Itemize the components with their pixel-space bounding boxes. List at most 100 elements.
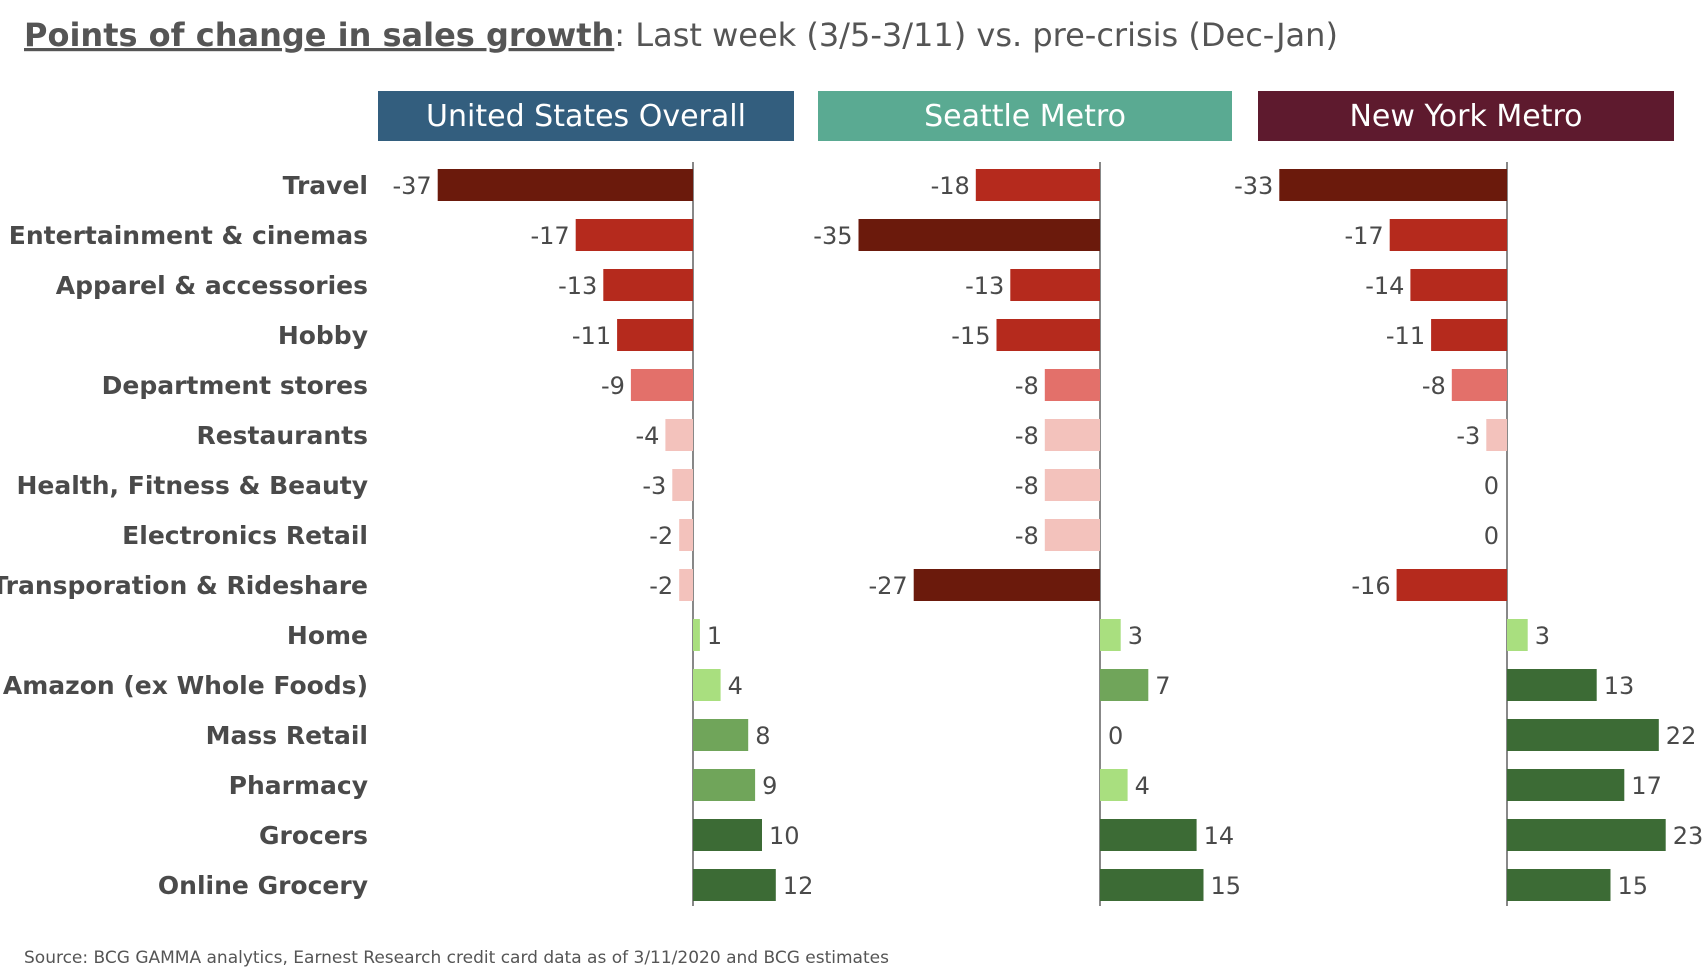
data-label: -3 [642, 472, 666, 500]
bar [693, 819, 762, 851]
bar [693, 719, 749, 751]
data-label: 13 [1604, 672, 1635, 700]
bar [1451, 369, 1507, 401]
bar [1389, 219, 1507, 251]
bar [1044, 369, 1100, 401]
data-label: 8 [755, 722, 770, 750]
bar [1507, 869, 1611, 901]
data-label: -8 [1015, 522, 1039, 550]
bar [996, 319, 1100, 351]
data-label: -13 [965, 272, 1004, 300]
bar [1100, 869, 1204, 901]
data-label: -8 [1015, 422, 1039, 450]
bar [693, 869, 776, 901]
data-label: -16 [1351, 572, 1390, 600]
data-label: 4 [728, 672, 743, 700]
category-label: Travel [283, 171, 368, 200]
bar [1044, 469, 1100, 501]
data-label: -33 [1234, 172, 1273, 200]
category-label: Amazon (ex Whole Foods) [3, 671, 368, 700]
data-label: 12 [783, 872, 814, 900]
bar [693, 769, 756, 801]
category-label: Electronics Retail [122, 521, 368, 550]
bar [1100, 669, 1149, 701]
category-label: Hobby [278, 321, 368, 350]
bar [693, 619, 700, 651]
category-label: Home [287, 621, 368, 650]
bar [1010, 269, 1100, 301]
bar [1100, 619, 1121, 651]
category-label: Department stores [102, 371, 368, 400]
bar [603, 269, 693, 301]
panel-header [818, 91, 1232, 141]
bar [1431, 319, 1507, 351]
bar [913, 569, 1100, 601]
data-label: -15 [951, 322, 990, 350]
data-label: 22 [1666, 722, 1697, 750]
bar [1100, 819, 1197, 851]
data-label: -14 [1365, 272, 1404, 300]
data-label: -8 [1015, 372, 1039, 400]
chart-title-main: Points of change in sales growth [24, 16, 614, 54]
panel-title: New York Metro [1349, 99, 1582, 134]
bar [437, 169, 693, 201]
data-label: -2 [649, 522, 673, 550]
data-label: -2 [649, 572, 673, 600]
bar [575, 219, 693, 251]
bar [1507, 819, 1666, 851]
chart-title-rest: : Last week (3/5-3/11) vs. pre-crisis (D… [614, 16, 1338, 54]
data-label: 23 [1673, 822, 1702, 850]
data-label: -4 [635, 422, 659, 450]
data-label: -3 [1456, 422, 1480, 450]
data-label: 7 [1155, 672, 1170, 700]
data-label: 15 [1618, 872, 1649, 900]
bar [1410, 269, 1507, 301]
category-label: Health, Fitness & Beauty [16, 471, 368, 500]
category-label: Mass Retail [206, 721, 368, 750]
bar [672, 469, 693, 501]
data-label: 15 [1211, 872, 1242, 900]
bar [858, 219, 1100, 251]
category-label: Transporation & Rideshare [0, 571, 368, 600]
bar [665, 419, 693, 451]
panel: United States Overall -37 -17 -13 -11 -9 -4 -3 -… [378, 91, 813, 906]
category-label: Apparel & accessories [56, 271, 368, 300]
data-label: -17 [530, 222, 569, 250]
category-label: Pharmacy [229, 771, 368, 800]
source-note: Source: BCG GAMMA analytics, Earnest Res… [24, 948, 889, 968]
data-label: 3 [1535, 622, 1550, 650]
data-label: -13 [558, 272, 597, 300]
bar [617, 319, 693, 351]
bar [1044, 419, 1100, 451]
data-label: 4 [1135, 772, 1150, 800]
category-label: Restaurants [196, 421, 368, 450]
bar [1396, 569, 1507, 601]
data-label: 14 [1204, 822, 1235, 850]
data-label: 0 [1484, 522, 1499, 550]
data-label: 10 [769, 822, 800, 850]
data-label: -27 [868, 572, 907, 600]
panel-title: Seattle Metro [924, 99, 1126, 134]
bar [1486, 419, 1507, 451]
bar [1100, 769, 1128, 801]
data-label: -35 [813, 222, 852, 250]
bar [1507, 719, 1659, 751]
bar [1279, 169, 1507, 201]
bar [630, 369, 693, 401]
bar [1044, 519, 1100, 551]
data-label: 3 [1128, 622, 1143, 650]
panel-title: United States Overall [426, 99, 746, 134]
bar [679, 519, 693, 551]
category-labels: Travel Entertainment & cinemas Apparel & a… [0, 171, 368, 900]
data-label: 1 [707, 622, 722, 650]
data-label: -11 [572, 322, 611, 350]
data-label: 0 [1108, 722, 1123, 750]
bar [693, 669, 721, 701]
data-label: -37 [392, 172, 431, 200]
bar [1507, 619, 1528, 651]
chart-panels: United States Overall-37-17-13-11-9-4-3-… [378, 91, 1702, 906]
data-label: -9 [601, 372, 625, 400]
data-label: 9 [762, 772, 777, 800]
bar [679, 569, 693, 601]
category-label: Grocers [259, 821, 368, 850]
